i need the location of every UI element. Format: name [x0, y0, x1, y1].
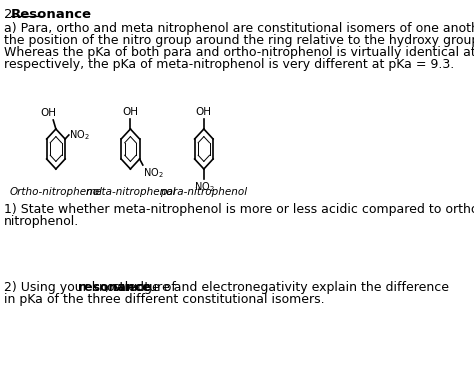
Text: 2) Using your knowledge of: 2) Using your knowledge of: [4, 281, 180, 294]
Text: NO$_2$: NO$_2$: [69, 128, 90, 142]
Text: respectively, the pKa of meta-nitrophenol is very different at pKa = 9.3.: respectively, the pKa of meta-nitropheno…: [4, 58, 455, 71]
Text: OH: OH: [122, 107, 138, 117]
Text: the position of the nitro group around the ring relative to the hydroxy group.: the position of the nitro group around t…: [4, 34, 474, 47]
Text: Resonance: Resonance: [11, 8, 92, 21]
Text: para-nitrophenol: para-nitrophenol: [160, 187, 247, 197]
Text: Whereas the pKa of both para and ortho-nitrophenol is virtually identical at 7.1: Whereas the pKa of both para and ortho-n…: [4, 46, 474, 59]
Text: resonance: resonance: [78, 281, 151, 294]
Text: 2.: 2.: [4, 8, 21, 21]
Text: a) Para, ortho and meta nitrophenol are constitutional isomers of one another th: a) Para, ortho and meta nitrophenol are …: [4, 22, 474, 35]
Text: in pKa of the three different constitutional isomers.: in pKa of the three different constituti…: [4, 293, 325, 306]
Text: Ortho-nitrophenol: Ortho-nitrophenol: [9, 187, 102, 197]
Text: , structure and electronegativity explain the difference: , structure and electronegativity explai…: [105, 281, 449, 294]
Text: OH: OH: [40, 108, 56, 118]
Text: NO$_2$: NO$_2$: [143, 166, 164, 180]
Text: meta-nitrophenol: meta-nitrophenol: [85, 187, 176, 197]
Text: 1) State whether meta-nitrophenol is more or less acidic compared to ortho- or p: 1) State whether meta-nitrophenol is mor…: [4, 203, 474, 216]
Text: NO$_2$: NO$_2$: [193, 180, 214, 194]
Text: OH: OH: [196, 107, 212, 117]
Text: nitrophenol.: nitrophenol.: [4, 215, 80, 228]
